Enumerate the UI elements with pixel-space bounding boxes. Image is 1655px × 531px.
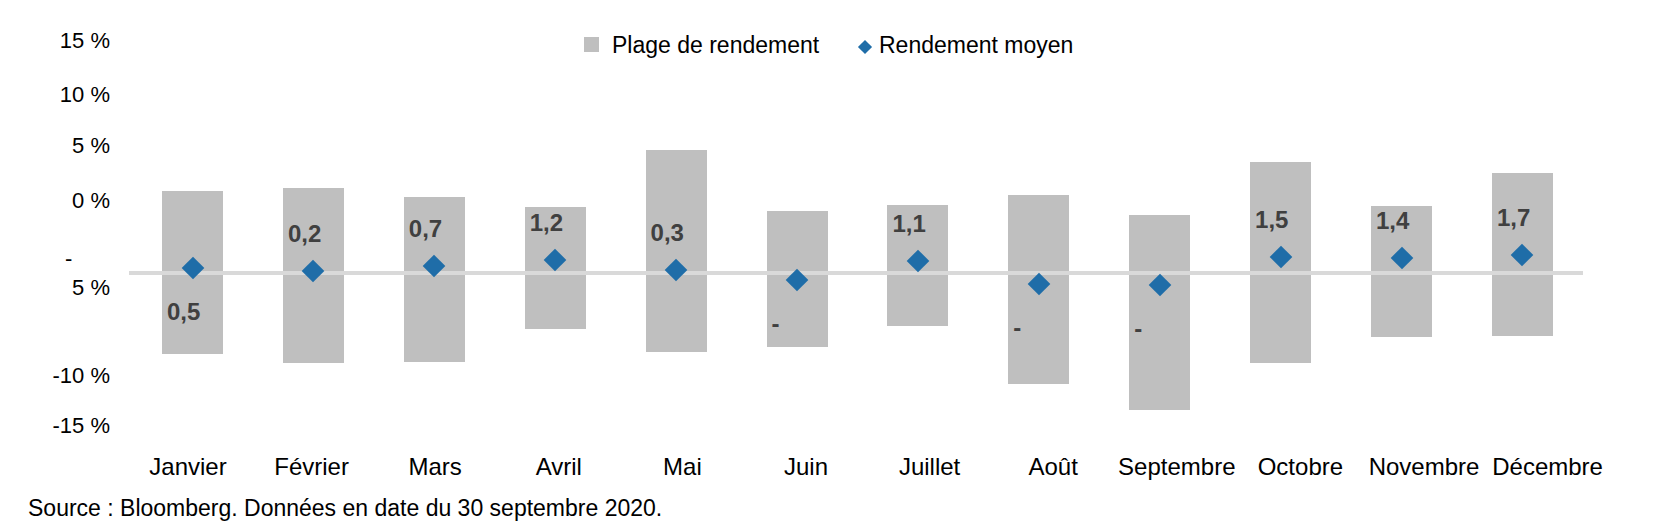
legend-range-label: Plage de rendement: [612, 32, 819, 58]
x-axis-month-label: Février: [274, 454, 349, 480]
mean-value-label: 1,4: [1376, 208, 1409, 234]
y-axis-tick: -15 %: [30, 413, 110, 439]
mean-value-label: 1,2: [530, 210, 563, 236]
mean-value-label: -: [772, 311, 780, 337]
source-note: Source : Bloomberg. Données en date du 3…: [28, 495, 662, 521]
x-axis-month-label: Décembre: [1492, 454, 1603, 480]
y-axis-tick: 15 %: [30, 28, 110, 54]
mean-value-label: -: [1013, 315, 1021, 341]
range-legend-swatch-icon: [584, 37, 599, 52]
mean-value-label: 0,5: [167, 299, 200, 325]
mean-value-label: 1,1: [892, 211, 925, 237]
legend-mean-label: Rendement moyen: [879, 32, 1073, 58]
x-axis-month-label: Juillet: [899, 454, 960, 480]
x-axis-month-label: Septembre: [1118, 454, 1235, 480]
range-bar: [1129, 215, 1190, 410]
mean-legend-diamond-icon: [858, 40, 872, 54]
y-axis-tick: 10 %: [30, 82, 110, 108]
y-axis-tick: -10 %: [30, 363, 110, 389]
mean-value-label: 0,7: [409, 216, 442, 242]
mean-value-label: -: [1134, 316, 1142, 342]
x-axis-month-label: Juin: [784, 454, 828, 480]
y-axis-tick: -: [65, 246, 72, 272]
mean-value-label: 0,3: [651, 220, 684, 246]
mean-value-label: 0,2: [288, 221, 321, 247]
mean-value-label: 1,7: [1497, 205, 1530, 231]
x-axis-month-label: Août: [1029, 454, 1078, 480]
y-axis-tick: 0 %: [30, 188, 110, 214]
y-axis-tick: 5 %: [30, 133, 110, 159]
y-axis-tick: 5 %: [30, 275, 110, 301]
x-axis-month-label: Octobre: [1258, 454, 1343, 480]
range-bar: [646, 150, 707, 352]
mean-value-label: 1,5: [1255, 207, 1288, 233]
x-axis-month-label: Novembre: [1369, 454, 1480, 480]
chart-canvas: Plage de rendement Rendement moyen 15 % 1…: [0, 0, 1655, 531]
x-axis-month-label: Mars: [409, 454, 462, 480]
x-axis-month-label: Avril: [536, 454, 582, 480]
x-axis-month-label: Mai: [663, 454, 702, 480]
zero-axis-line: [129, 271, 1583, 275]
x-axis-month-label: Janvier: [149, 454, 226, 480]
